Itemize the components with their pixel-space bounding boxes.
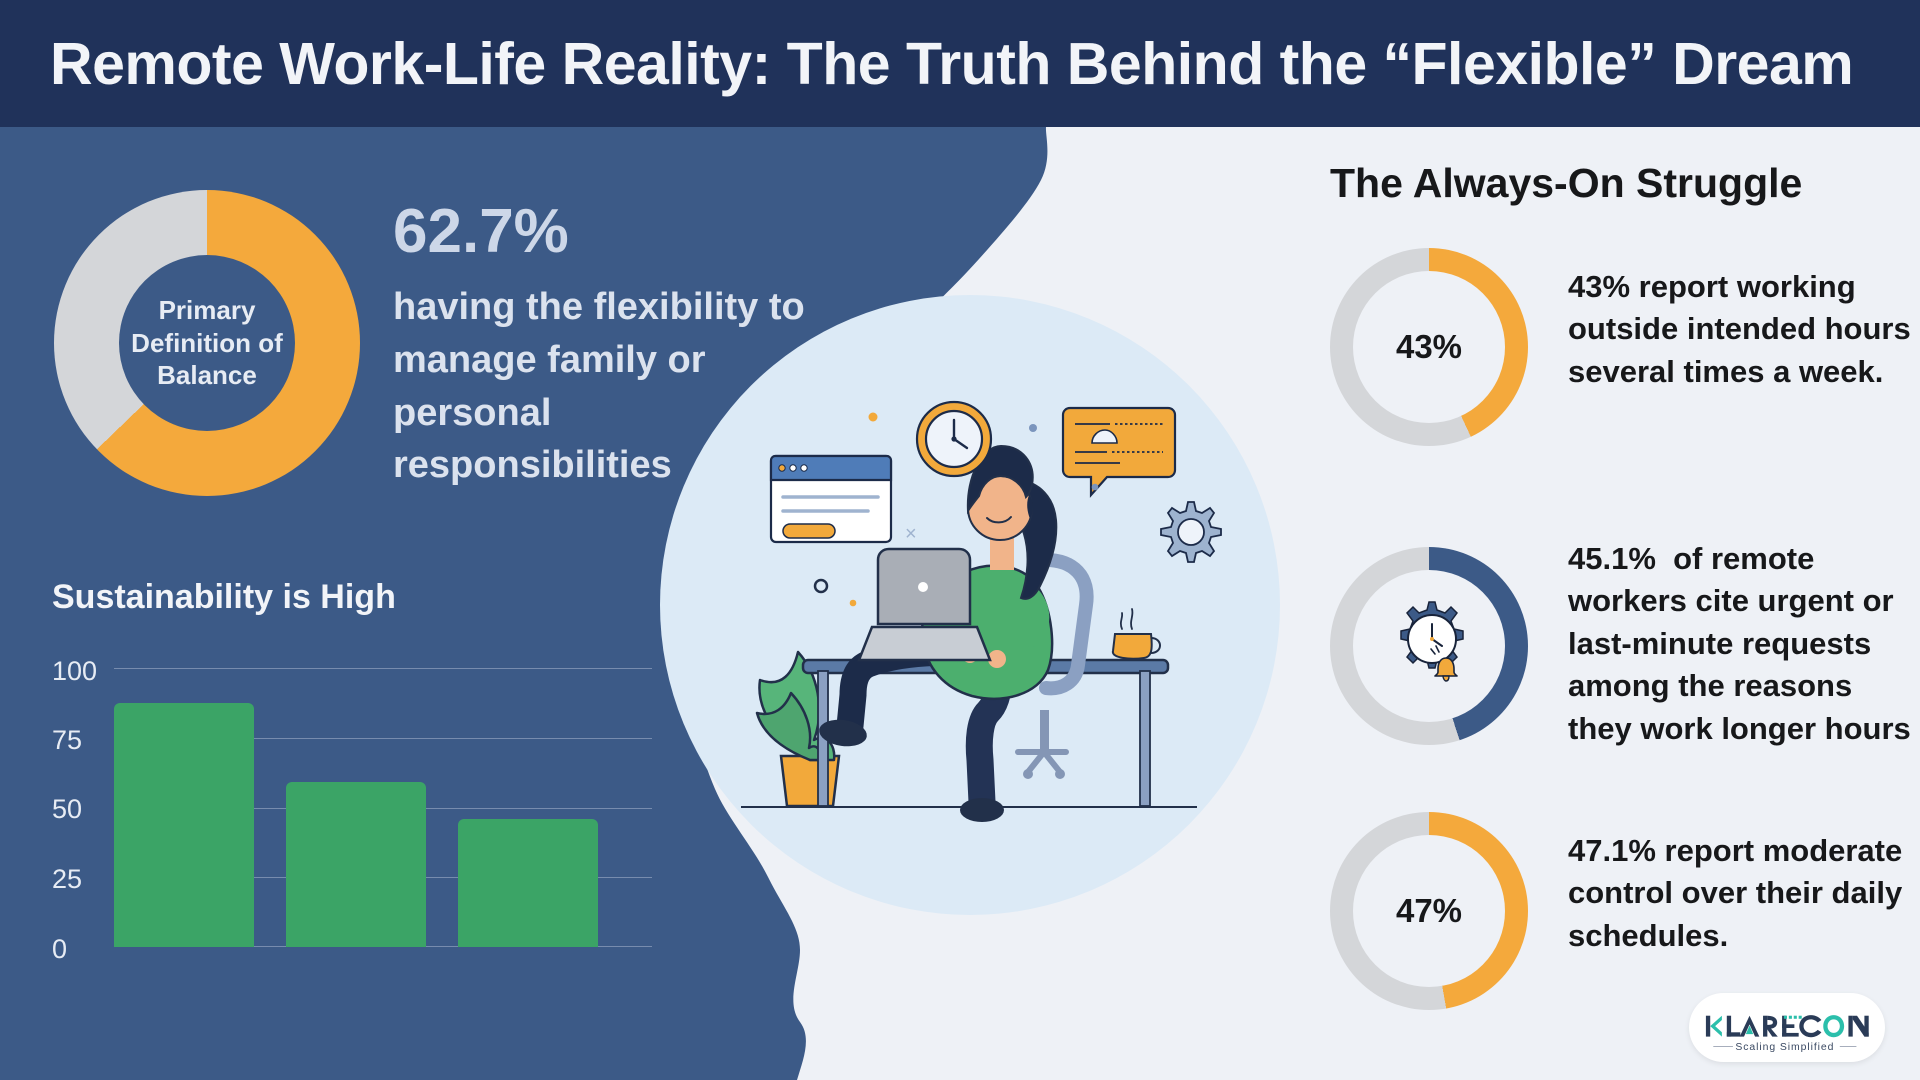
svg-text:Scaling Simplified: Scaling Simplified — [1735, 1042, 1834, 1053]
svg-text:×: × — [905, 523, 917, 545]
